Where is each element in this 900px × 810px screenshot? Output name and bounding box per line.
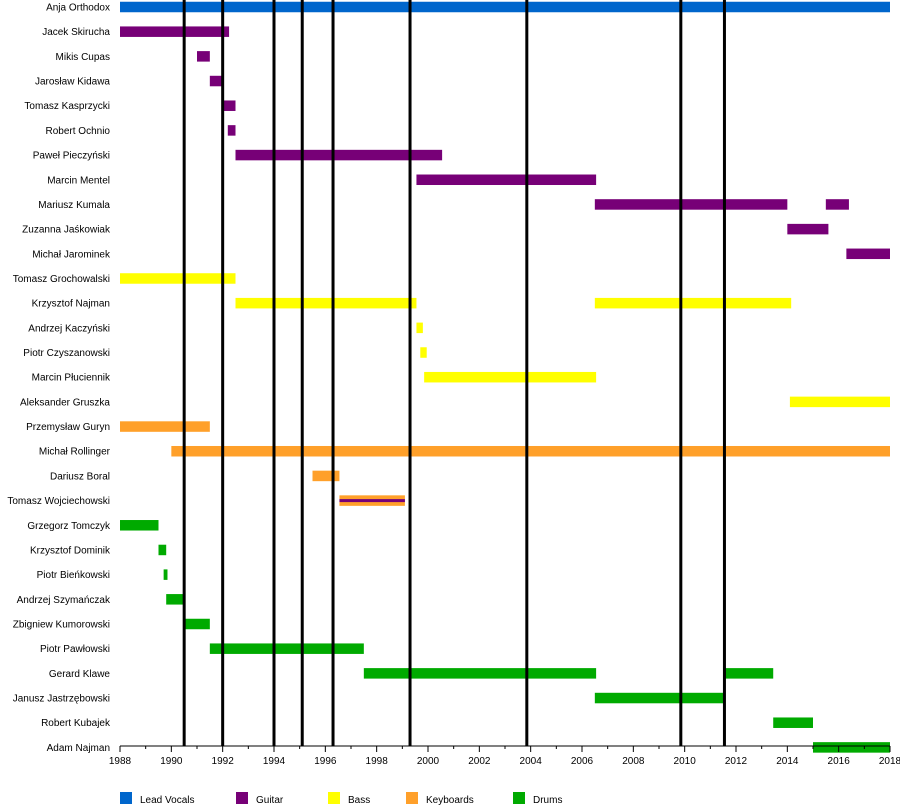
bar-anja-orthodox-lead-vocals-1 (120, 1, 890, 13)
member-label-zuzanna-jaskowiak: Zuzanna Jaśkowiak (22, 225, 111, 236)
bar-tomasz-kasprzycki-guitar-1 (222, 100, 236, 111)
x-tick-label-2012: 2012 (725, 756, 748, 767)
member-label-jaroslaw-kidawa: Jarosław Kidawa (35, 77, 110, 88)
member-label-tomasz-wojciechowski: Tomasz Wojciechowski (7, 496, 110, 507)
member-label-grzegorz-tomczyk: Grzegorz Tomczyk (27, 521, 111, 532)
bar-marcin-mentel-guitar-1 (416, 174, 597, 186)
legend-swatch-keyboards (406, 792, 418, 804)
member-label-robert-ochnio: Robert Ochnio (46, 126, 111, 137)
x-tick-label-1990: 1990 (160, 756, 183, 767)
member-label-michal-jarominek: Michał Jarominek (32, 249, 111, 260)
bar-andrzej-kaczynski-bass-1 (416, 322, 423, 334)
bar-krzysztof-dominik-drums-1 (158, 544, 167, 556)
bar-aleksander-gruszka-bass-1 (789, 396, 890, 408)
member-label-tomasz-grochowalski: Tomasz Grochowalski (13, 274, 110, 285)
legend-label-lead-vocals: Lead Vocals (140, 795, 195, 806)
member-label-anja-orthodox: Anja Orthodox (46, 3, 110, 14)
legend-swatch-bass (328, 792, 340, 804)
bar-mariusz-kumala-guitar-2 (825, 199, 849, 210)
member-label-marcin-pluciennik: Marcin Płuciennik (32, 373, 111, 384)
x-tick-label-1994: 1994 (263, 756, 286, 767)
member-label-marcin-mentel: Marcin Mentel (47, 175, 110, 186)
bar-adam-najman-drums-1 (813, 742, 890, 753)
bar-andrzej-szymanczak-drums-1 (166, 594, 186, 605)
member-label-andrzej-kaczynski: Andrzej Kaczyński (28, 323, 110, 334)
legend-label-drums: Drums (533, 795, 562, 806)
member-label-piotr-bienkowski: Piotr Bieńkowski (37, 570, 110, 581)
member-label-gerard-klawe: Gerard Klawe (49, 669, 111, 680)
x-tick-label-1992: 1992 (212, 756, 235, 767)
member-label-mikis-cupas: Mikis Cupas (56, 52, 110, 63)
x-tick-label-2016: 2016 (828, 756, 851, 767)
bar-jaroslaw-kidawa-guitar-1 (209, 75, 223, 87)
bar-krzysztof-najman-bass-2 (594, 297, 792, 309)
bar-michal-jarominek-guitar-1 (846, 248, 890, 260)
bar-robert-kubajek-drums-1 (773, 717, 813, 728)
member-label-piotr-czyszanowski: Piotr Czyszanowski (23, 348, 110, 359)
bar-tomasz-wojciechowski-guitar-overlay (339, 499, 405, 503)
member-label-piotr-pawlowski: Piotr Pawłowski (40, 644, 110, 655)
bar-jacek-skirucha-guitar-1 (120, 26, 230, 37)
bar-tomasz-grochowalski-bass-1 (120, 273, 236, 284)
bar-robert-ochnio-guitar-1 (227, 125, 236, 136)
bar-gerard-klawe-drums-1 (363, 668, 597, 679)
member-label-przemyslaw-guryn: Przemysław Guryn (26, 422, 110, 433)
bars-layer (120, 1, 891, 753)
bar-przemyslaw-guryn-keyboards-1 (120, 421, 210, 432)
x-tick-label-2004: 2004 (520, 756, 543, 767)
x-axis: 1988 1990 1992 1994 1996 1998 2000 2002 2004 2006… (109, 745, 900, 767)
bar-pawel-pieczynski-guitar-1 (235, 149, 443, 161)
bar-zbigniew-kumorowski-drums-1 (184, 618, 210, 630)
bar-piotr-czyszanowski-bass-1 (420, 347, 427, 358)
member-label-andrzej-szymanczak: Andrzej Szymańczak (17, 595, 111, 606)
member-label-tomasz-kasprzycki: Tomasz Kasprzycki (24, 101, 110, 112)
legend-swatch-guitar (236, 792, 248, 804)
member-label-zbigniew-kumorowski: Zbigniew Kumorowski (13, 620, 110, 631)
member-label-jacek-skirucha: Jacek Skirucha (42, 27, 110, 38)
member-label-janusz-jastrzebowski: Janusz Jastrzębowski (13, 694, 110, 705)
member-label-krzysztof-dominik: Krzysztof Dominik (30, 545, 111, 556)
member-label-krzysztof-najman: Krzysztof Najman (32, 299, 110, 310)
bar-grzegorz-tomczyk-drums-1 (120, 520, 159, 531)
legend-label-bass: Bass (348, 795, 370, 806)
x-tick-label-1988: 1988 (109, 756, 132, 767)
bar-mikis-cupas-guitar-1 (197, 51, 210, 62)
bar-dariusz-boral-keyboards-1 (312, 470, 340, 482)
bar-piotr-bienkowski-drums-1 (163, 569, 168, 580)
legend-swatch-drums (513, 792, 525, 804)
member-label-mariusz-kumala: Mariusz Kumala (38, 200, 110, 211)
bar-marcin-pluciennik-bass-1 (424, 371, 597, 383)
legend-label-guitar: Guitar (256, 795, 284, 806)
bar-zuzanna-jaskowiak-guitar-1 (787, 223, 829, 235)
x-tick-label-2014: 2014 (776, 756, 799, 767)
bar-piotr-pawlowski-drums-1 (209, 643, 364, 654)
x-tick-label-2008: 2008 (622, 756, 645, 767)
bar-michal-rollinger-keyboards-1 (171, 445, 891, 457)
bar-janusz-jastrzebowski-drums-1 (594, 692, 725, 704)
member-label-robert-kubajek: Robert Kubajek (41, 718, 111, 729)
member-label-dariusz-boral: Dariusz Boral (50, 471, 110, 482)
x-tick-label-2002: 2002 (468, 756, 491, 767)
x-tick-label-2018: 2018 (879, 756, 900, 767)
bar-mariusz-kumala-guitar-1 (594, 199, 788, 210)
member-label-pawel-pieczynski: Paweł Pieczyński (33, 151, 110, 162)
member-label-aleksander-gruszka: Aleksander Gruszka (20, 397, 110, 408)
x-tick-label-1998: 1998 (366, 756, 389, 767)
x-tick-label-1996: 1996 (314, 756, 337, 767)
bar-krzysztof-najman-bass-1 (235, 297, 417, 309)
member-label-michal-rollinger: Michał Rollinger (39, 447, 111, 458)
legend-label-keyboards: Keyboards (426, 795, 474, 806)
x-tick-label-2006: 2006 (571, 756, 594, 767)
legend-swatch-lead-vocals (120, 792, 132, 804)
event-lines-layer (182, 0, 726, 746)
legend: Lead Vocals Guitar Bass Keyboards Drums (120, 792, 562, 806)
member-labels: Anja Orthodox Jacek Skirucha Mikis Cupas Ja… (7, 3, 111, 754)
bar-gerard-klawe-drums-2 (723, 668, 774, 679)
x-tick-label-2000: 2000 (417, 756, 440, 767)
member-label-adam-najman: Adam Najman (47, 743, 110, 754)
x-tick-label-2010: 2010 (674, 756, 697, 767)
